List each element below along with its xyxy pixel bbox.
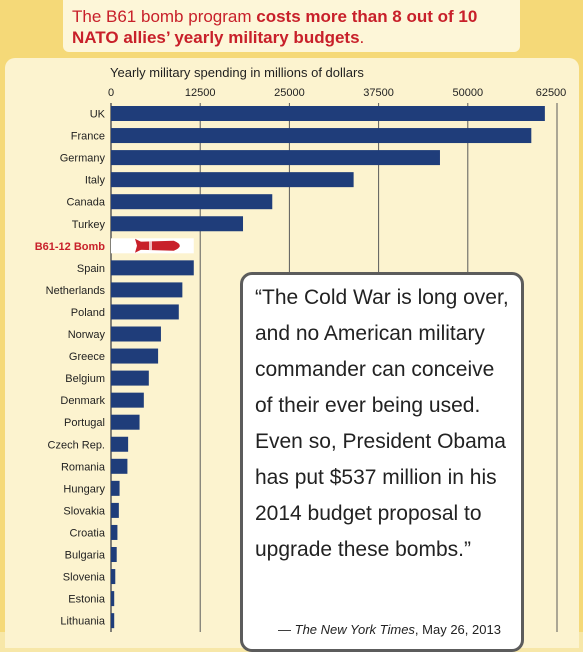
category-label-slovakia: Slovakia — [63, 505, 105, 517]
x-tick-label-25000: 25000 — [274, 87, 305, 99]
category-label-denmark: Denmark — [60, 395, 105, 407]
category-label-norway: Norway — [68, 329, 106, 341]
category-label-croatia: Croatia — [70, 527, 106, 539]
x-tick-label-62500: 62500 — [536, 87, 567, 99]
bar-romania — [111, 458, 128, 474]
quote-box — [240, 272, 524, 652]
bar-slovenia — [111, 569, 116, 585]
category-label-bulgaria: Bulgaria — [65, 550, 106, 562]
bar-spain — [111, 260, 194, 276]
bar-uk — [111, 106, 545, 121]
category-label-poland: Poland — [71, 307, 105, 319]
quote-date: , May 26, 2013 — [414, 622, 501, 637]
category-label-greece: Greece — [69, 351, 105, 363]
bar-croatia — [111, 524, 118, 540]
category-label-portugal: Portugal — [64, 417, 105, 429]
bar-hungary — [111, 480, 120, 496]
bar-slovakia — [111, 502, 119, 518]
bar-canada — [111, 194, 273, 210]
x-tick-label-37500: 37500 — [363, 87, 394, 99]
x-tick-label-0: 0 — [108, 87, 114, 99]
headline-emphasis: costs more than 8 out of 10 NATO allies’… — [72, 7, 478, 47]
bar-italy — [111, 172, 354, 188]
bar-denmark — [111, 392, 144, 408]
category-label-netherlands: Netherlands — [46, 285, 106, 297]
headline-tail: . — [359, 28, 365, 47]
bar-belgium — [111, 370, 149, 386]
category-label-belgium: Belgium — [65, 373, 105, 385]
category-label-czech-rep: Czech Rep. — [48, 439, 105, 451]
bar-czech-rep — [111, 436, 129, 452]
bar-turkey — [111, 216, 244, 232]
category-label-lithuania: Lithuania — [60, 616, 106, 628]
quote-source: — The New York Times, May 26, 2013 — [278, 622, 501, 637]
category-label-hungary: Hungary — [63, 483, 105, 495]
category-label-turkey: Turkey — [72, 219, 106, 231]
bar-greece — [111, 348, 159, 364]
bar-portugal — [111, 414, 140, 430]
bar-poland — [111, 304, 179, 320]
category-label-spain: Spain — [77, 263, 105, 275]
category-label-slovenia: Slovenia — [63, 572, 106, 584]
x-tick-label-12500: 12500 — [185, 87, 216, 99]
category-label-italy: Italy — [85, 175, 106, 187]
category-label-germany: Germany — [60, 153, 106, 165]
quote-publication: The New York Times — [294, 622, 415, 637]
quote-text: “The Cold War is long over, and no Ameri… — [255, 286, 509, 561]
headline: The B61 bomb program costs more than 8 o… — [72, 6, 522, 48]
bar-france — [111, 128, 532, 144]
bar-chart: 0 12500 25000 37500 50000 62500 UK France German… — [35, 87, 567, 632]
category-label-canada: Canada — [66, 197, 105, 209]
bar-estonia — [111, 591, 115, 607]
bar-netherlands — [111, 282, 183, 298]
category-label-b61-12-bomb: B61-12 Bomb — [35, 241, 106, 253]
bar-bulgaria — [111, 547, 117, 562]
x-tick-label-50000: 50000 — [453, 87, 484, 99]
bar-norway — [111, 326, 161, 342]
x-axis-title: Yearly military spending in millions of … — [110, 65, 364, 80]
headline-lead: The B61 bomb program — [72, 7, 257, 26]
category-label-france: France — [71, 131, 105, 143]
category-label-uk: UK — [90, 109, 106, 121]
headline-box — [63, 0, 520, 52]
category-label-estonia: Estonia — [68, 594, 106, 606]
bomb-icon — [135, 238, 180, 253]
bar-lithuania — [111, 613, 115, 629]
bar-germany — [111, 150, 440, 166]
category-label-romania: Romania — [61, 461, 106, 473]
